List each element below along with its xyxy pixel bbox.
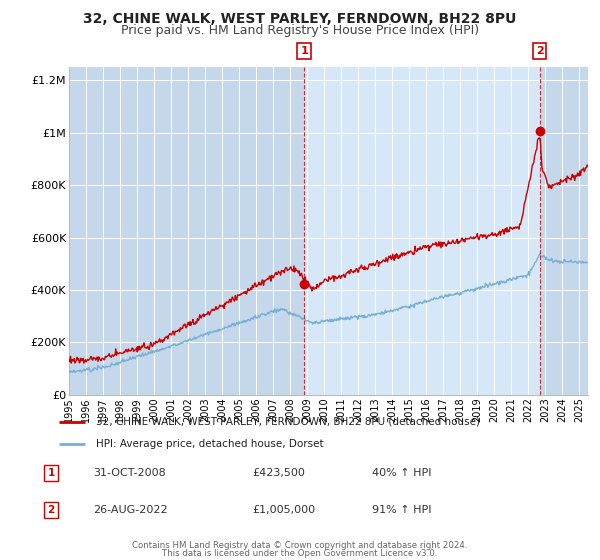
Text: 2: 2: [536, 46, 544, 56]
Text: 26-AUG-2022: 26-AUG-2022: [93, 505, 167, 515]
Bar: [539, 67, 588, 395]
Text: This data is licensed under the Open Government Licence v3.0.: This data is licensed under the Open Gov…: [163, 549, 437, 558]
Text: 31-OCT-2008: 31-OCT-2008: [93, 468, 166, 478]
Text: 32, CHINE WALK, WEST PARLEY, FERNDOWN, BH22 8PU: 32, CHINE WALK, WEST PARLEY, FERNDOWN, B…: [83, 12, 517, 26]
Text: 32, CHINE WALK, WEST PARLEY, FERNDOWN, BH22 8PU (detached house): 32, CHINE WALK, WEST PARLEY, FERNDOWN, B…: [95, 417, 479, 427]
Text: 1: 1: [47, 468, 55, 478]
Text: HPI: Average price, detached house, Dorset: HPI: Average price, detached house, Dors…: [95, 438, 323, 449]
Bar: [69, 67, 304, 395]
Text: 1: 1: [301, 46, 308, 56]
Text: £423,500: £423,500: [252, 468, 305, 478]
Text: £1,005,000: £1,005,000: [252, 505, 315, 515]
Text: Contains HM Land Registry data © Crown copyright and database right 2024.: Contains HM Land Registry data © Crown c…: [132, 541, 468, 550]
Text: 2: 2: [47, 505, 55, 515]
Text: 40% ↑ HPI: 40% ↑ HPI: [372, 468, 431, 478]
Text: 91% ↑ HPI: 91% ↑ HPI: [372, 505, 431, 515]
Text: Price paid vs. HM Land Registry's House Price Index (HPI): Price paid vs. HM Land Registry's House …: [121, 24, 479, 36]
Bar: [304, 67, 539, 395]
